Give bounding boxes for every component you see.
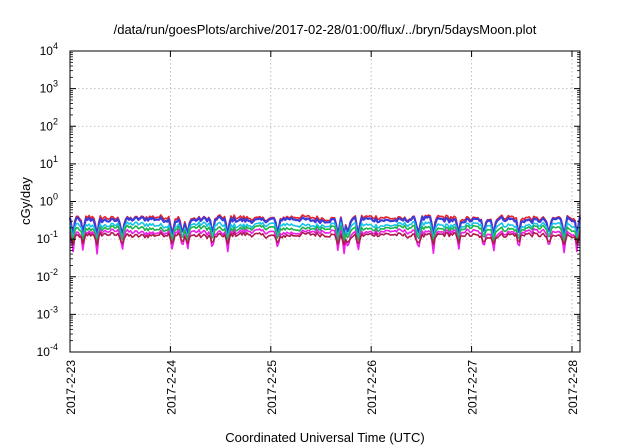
x-tick-label: 2017-2-27: [466, 360, 480, 415]
x-tick-label: 2017-2-26: [365, 360, 379, 415]
y-tick-label: 104: [40, 41, 58, 58]
x-tick-label: 2017-2-28: [566, 360, 580, 415]
y-tick-label: 100: [40, 192, 58, 209]
series-line: [69, 228, 581, 255]
y-axis: 10-4 10-3 10-2 10-1 100 101 102 103 104: [37, 41, 580, 359]
series-layer: [68, 214, 582, 255]
y-tick-label: 103: [40, 79, 58, 96]
y-tick-label: 102: [40, 116, 58, 133]
chart-title: /data/run/goesPlots/archive/2017-02-28/0…: [114, 22, 537, 37]
y-tick-label: 10-2: [37, 267, 58, 284]
y-axis-label: cGy/day: [18, 177, 33, 225]
y-tick-label: 101: [40, 154, 58, 171]
series-line: [69, 231, 581, 246]
y-tick-label: 10-3: [37, 304, 58, 321]
x-tick-label: 2017-2-24: [164, 360, 178, 415]
grid: [69, 51, 580, 352]
y-tick-label: 10-4: [37, 342, 58, 359]
x-tick-label: 2017-2-23: [64, 360, 78, 415]
x-axis-label: Coordinated Universal Time (UTC): [225, 430, 424, 445]
series-line: [69, 224, 581, 244]
series-line: [68, 215, 582, 241]
x-axis: 2017-2-23 2017-2-24 2017-2-25 2017-2-26 2017…: [64, 51, 580, 415]
y-tick-label: 10-1: [37, 229, 58, 246]
x-tick-label: 2017-2-25: [265, 360, 279, 415]
